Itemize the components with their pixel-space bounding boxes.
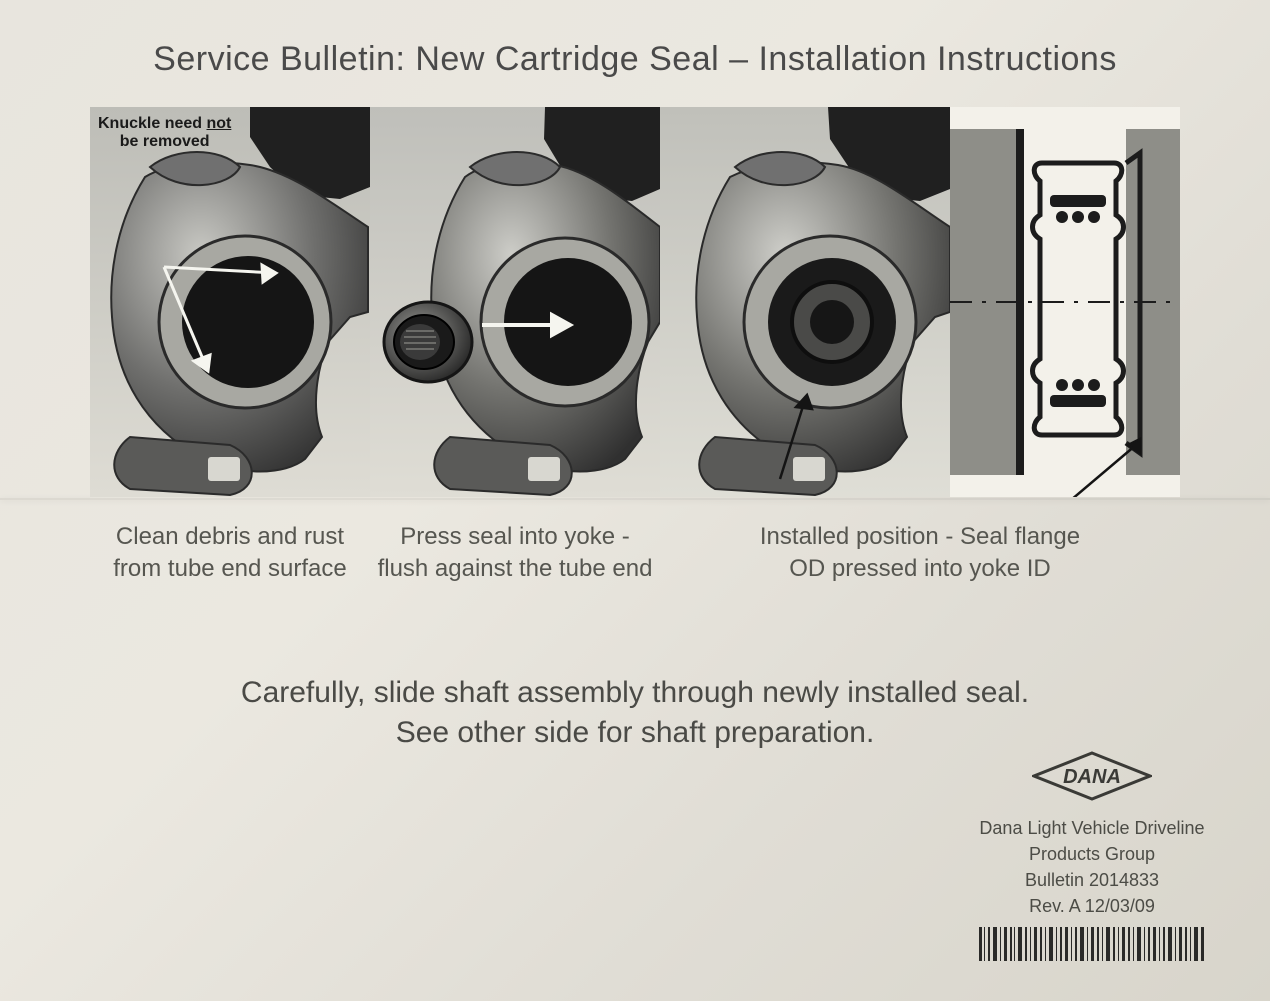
knuckle-note: Knuckle need not be removed xyxy=(98,115,231,152)
step2-caption-l2: flush against the tube end xyxy=(378,555,653,582)
panel-step-1: Knuckle need not be removed xyxy=(90,107,370,586)
instruction-panels: Knuckle need not be removed xyxy=(60,107,1210,586)
barcode-svg xyxy=(977,927,1207,961)
dana-logo: DANA xyxy=(962,751,1222,801)
service-bulletin-page: Service Bulletin: New Cartridge Seal – I… xyxy=(0,0,1270,1001)
step1-image: Knuckle need not be removed xyxy=(90,107,370,497)
footer-l3: Bulletin 2014833 xyxy=(962,867,1222,893)
footer-l4: Rev. A 12/03/09 xyxy=(962,893,1222,919)
step2-svg xyxy=(370,107,660,497)
step1-caption-l2: from tube end surface xyxy=(113,555,346,582)
instruction-note-l1: Carefully, slide shaft assembly through … xyxy=(50,676,1220,710)
diagram-svg xyxy=(950,107,1180,497)
knuckle-note-text-2: be removed xyxy=(120,133,210,150)
dana-logo-text: DANA xyxy=(1063,766,1121,788)
step1-caption-l1: Clean debris and rust xyxy=(116,523,344,550)
page-title: Service Bulletin: New Cartridge Seal – I… xyxy=(50,40,1220,79)
cross-section-diagram xyxy=(950,107,1180,497)
bulletin-footer: DANA Dana Light Vehicle Driveline Produc… xyxy=(962,751,1222,961)
footer-l1: Dana Light Vehicle Driveline xyxy=(962,815,1222,841)
step2-caption-l1: Press seal into yoke - xyxy=(400,523,629,550)
step3-caption: Installed position - Seal flange OD pres… xyxy=(660,521,1180,586)
panel-step-3: Installed position - Seal flange OD pres… xyxy=(660,107,1180,586)
step2-caption: Press seal into yoke - flush against the… xyxy=(370,521,660,586)
barcode xyxy=(962,927,1222,961)
dana-logo-svg: DANA xyxy=(1032,751,1152,801)
step3-caption-l1: Installed position - Seal flange xyxy=(760,523,1080,550)
step1-caption: Clean debris and rust from tube end surf… xyxy=(90,521,370,586)
panel-step-2: Press seal into yoke - flush against the… xyxy=(370,107,660,586)
step3-svg xyxy=(660,107,950,497)
step3-composite xyxy=(660,107,1180,497)
instruction-note-l2: See other side for shaft preparation. xyxy=(50,716,1220,750)
step1-svg xyxy=(90,107,370,497)
step3-caption-l2: OD pressed into yoke ID xyxy=(789,555,1050,582)
step2-image xyxy=(370,107,660,497)
footer-l2: Products Group xyxy=(962,841,1222,867)
knuckle-note-text-1: Knuckle need xyxy=(98,115,206,132)
knuckle-note-underline: not xyxy=(206,115,231,132)
step3-image xyxy=(660,107,950,497)
